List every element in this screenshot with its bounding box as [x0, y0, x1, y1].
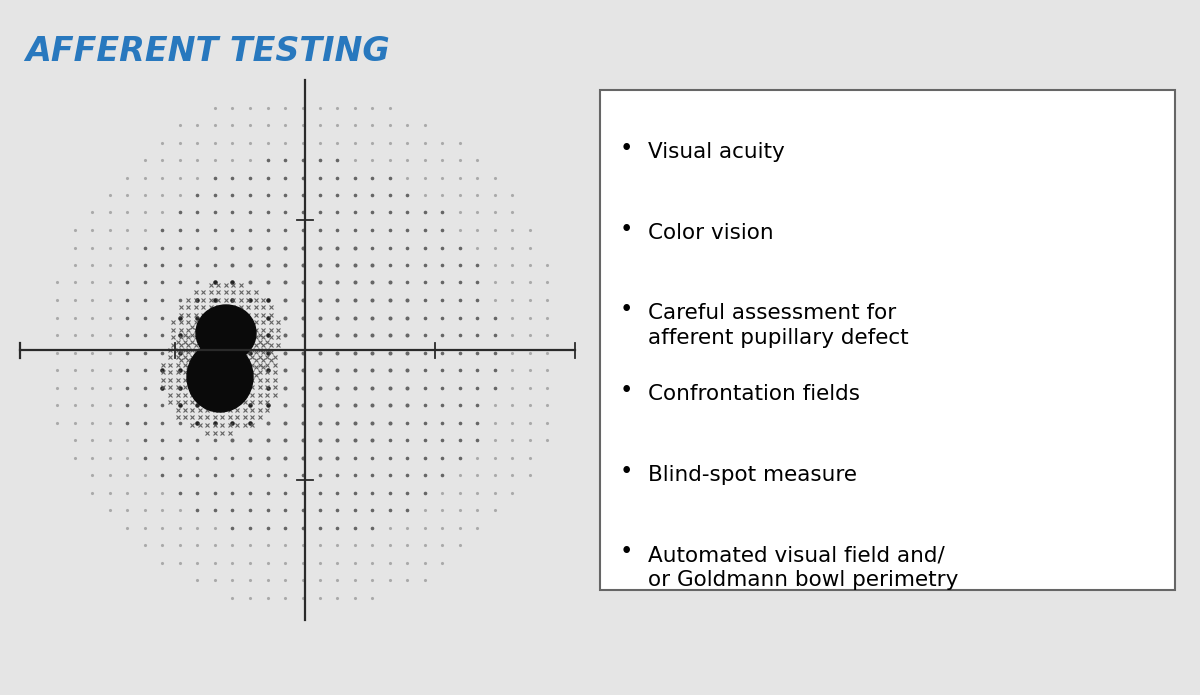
Text: Blind-spot measure: Blind-spot measure	[648, 464, 857, 484]
Text: •: •	[620, 298, 634, 321]
Text: AFFERENT TESTING: AFFERENT TESTING	[25, 35, 390, 68]
Text: Visual acuity: Visual acuity	[648, 142, 785, 162]
Text: Careful assessment for
afferent pupillary defect: Careful assessment for afferent pupillar…	[648, 303, 908, 348]
Ellipse shape	[187, 342, 253, 412]
Text: Color vision: Color vision	[648, 222, 774, 243]
Text: •: •	[620, 137, 634, 160]
Text: Confrontation fields: Confrontation fields	[648, 384, 860, 404]
Text: •: •	[620, 540, 634, 563]
Text: •: •	[620, 459, 634, 482]
Ellipse shape	[196, 305, 256, 361]
Text: •: •	[620, 379, 634, 402]
Text: Automated visual field and/
or Goldmann bowl perimetry: Automated visual field and/ or Goldmann …	[648, 545, 959, 590]
FancyBboxPatch shape	[600, 90, 1175, 590]
Text: •: •	[620, 218, 634, 240]
